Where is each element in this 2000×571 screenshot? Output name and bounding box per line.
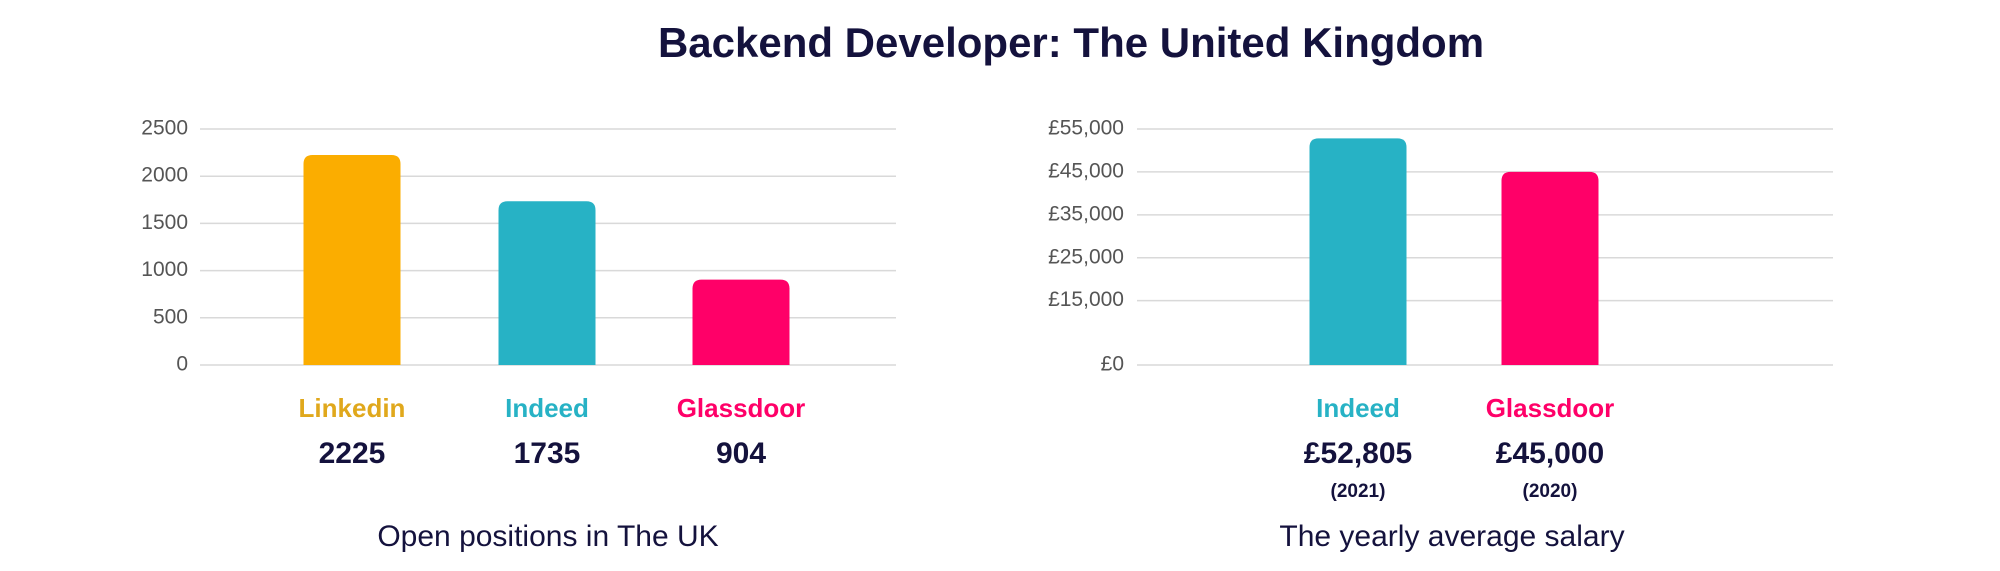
y-tick-label: £35,000 — [1048, 202, 1124, 225]
bar — [692, 279, 790, 365]
bar — [1309, 138, 1407, 365]
y-tick-label: 0 — [176, 353, 188, 376]
bar — [498, 201, 596, 365]
y-tick-label: £45,000 — [1048, 159, 1124, 182]
bar — [303, 154, 401, 365]
y-tick-label: £25,000 — [1048, 245, 1124, 268]
y-tick-label: 2000 — [141, 164, 188, 187]
category-label: Indeed — [505, 393, 589, 423]
chart-subtitle: The yearly average salary — [1279, 520, 1624, 553]
category-label: Glassdoor — [1486, 393, 1615, 423]
y-tick-label: 2500 — [141, 117, 188, 140]
category-label: Linkedin — [299, 393, 406, 423]
annotation: (2021) — [1331, 481, 1386, 502]
annotation: (2020) — [1523, 481, 1578, 502]
chart-subtitle: Open positions in The UK — [377, 520, 718, 553]
y-tick-label: £0 — [1101, 353, 1124, 376]
value-label: 904 — [716, 437, 766, 470]
chart-title: Backend Developer: The United Kingdom — [658, 19, 1484, 66]
y-tick-label: £15,000 — [1048, 288, 1124, 311]
y-tick-label: 1000 — [141, 258, 188, 281]
category-label: Indeed — [1316, 393, 1400, 423]
y-tick-label: 1500 — [141, 211, 188, 234]
value-label: 1735 — [514, 437, 581, 470]
category-label: Glassdoor — [677, 393, 806, 423]
y-tick-label: £55,000 — [1048, 117, 1124, 140]
value-label: £52,805 — [1304, 437, 1412, 470]
value-label: 2225 — [319, 437, 386, 470]
y-tick-label: 500 — [153, 305, 188, 328]
bar — [1501, 171, 1599, 365]
value-label: £45,000 — [1496, 437, 1604, 470]
